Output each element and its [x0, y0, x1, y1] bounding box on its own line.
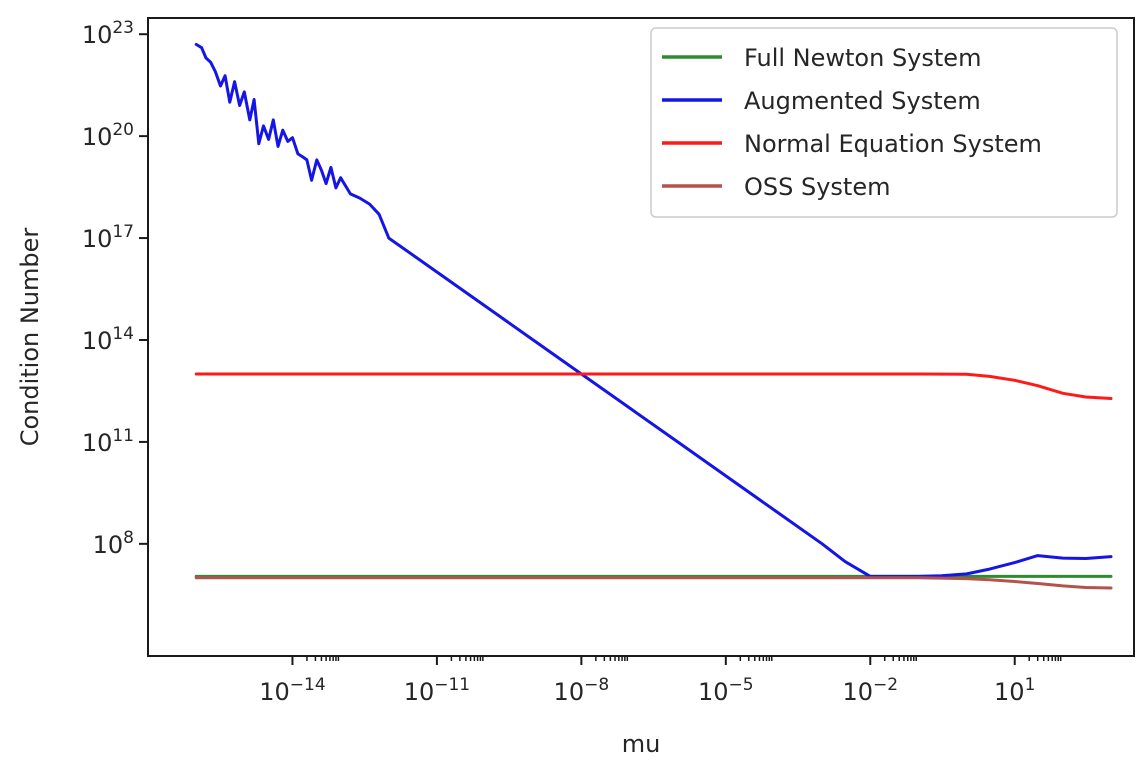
x-tick-label-exponent: 1 — [1025, 675, 1036, 695]
x-tick-label-base: 10 — [554, 678, 585, 706]
y-tick-label-base: 10 — [82, 21, 113, 49]
x-tick-label-base: 10 — [698, 678, 729, 706]
y-tick-label-base: 10 — [82, 429, 113, 457]
x-tick-label-exponent: −2 — [873, 675, 898, 695]
y-tick-label-exponent: 20 — [112, 120, 134, 140]
x-tick-label-base: 10 — [842, 678, 873, 706]
legend-label: OSS System — [744, 173, 890, 201]
series-layer — [194, 42, 1113, 590]
plot-frame — [147, 17, 1135, 657]
y-tick-label: 1017 — [82, 222, 134, 253]
legend-box — [650, 27, 1118, 218]
legend-label: Augmented System — [744, 87, 981, 115]
y-tick-label-exponent: 17 — [112, 222, 134, 242]
y-tick-label-base: 10 — [93, 531, 124, 559]
x-tick-label-base: 10 — [259, 678, 290, 706]
y-tick-label-base: 10 — [82, 327, 113, 355]
x-tick-label: 10−8 — [554, 675, 610, 706]
series-line-3 — [194, 372, 1113, 400]
y-tick-label-exponent: 8 — [123, 528, 134, 548]
legend-label: Full Newton System — [744, 44, 981, 72]
y-tick-label-base: 10 — [82, 225, 113, 253]
x-tick-label: 10−5 — [698, 675, 754, 706]
y-tick-label: 108 — [93, 528, 134, 559]
x-tick-label: 101 — [994, 675, 1035, 706]
y-tick-label: 1020 — [82, 120, 134, 151]
x-tick-label-base: 10 — [404, 678, 435, 706]
x-tick-label: 10−2 — [842, 675, 898, 706]
legend-label: Normal Equation System — [744, 130, 1042, 158]
x-axis-label: mu — [622, 730, 661, 758]
x-tick-label-base: 10 — [994, 678, 1025, 706]
y-tick-label-exponent: 23 — [112, 18, 134, 38]
y-tick-label: 1011 — [82, 426, 134, 457]
legend: Full Newton System Augmented System Normal… — [650, 27, 1118, 218]
series-line-4 — [194, 576, 1113, 590]
x-tick-label: 10−11 — [404, 675, 470, 706]
y-tick-label: 1023 — [82, 18, 134, 49]
y-axis-label: Condition Number — [16, 228, 44, 447]
x-tick-label-exponent: −11 — [434, 675, 470, 695]
y-tick-label: 1014 — [82, 324, 134, 355]
y-tick-label-exponent: 14 — [112, 324, 134, 344]
y-tick-label-exponent: 11 — [112, 426, 134, 446]
y-tick-label-base: 10 — [82, 123, 113, 151]
x-tick-label-exponent: −5 — [729, 675, 754, 695]
x-tick-label-exponent: −8 — [584, 675, 609, 695]
x-axis-ticks: 10−14 10−11 10−8 10−5 10−2 101 — [259, 656, 1062, 706]
x-tick-label: 10−14 — [259, 675, 325, 706]
x-tick-label-exponent: −14 — [290, 675, 326, 695]
